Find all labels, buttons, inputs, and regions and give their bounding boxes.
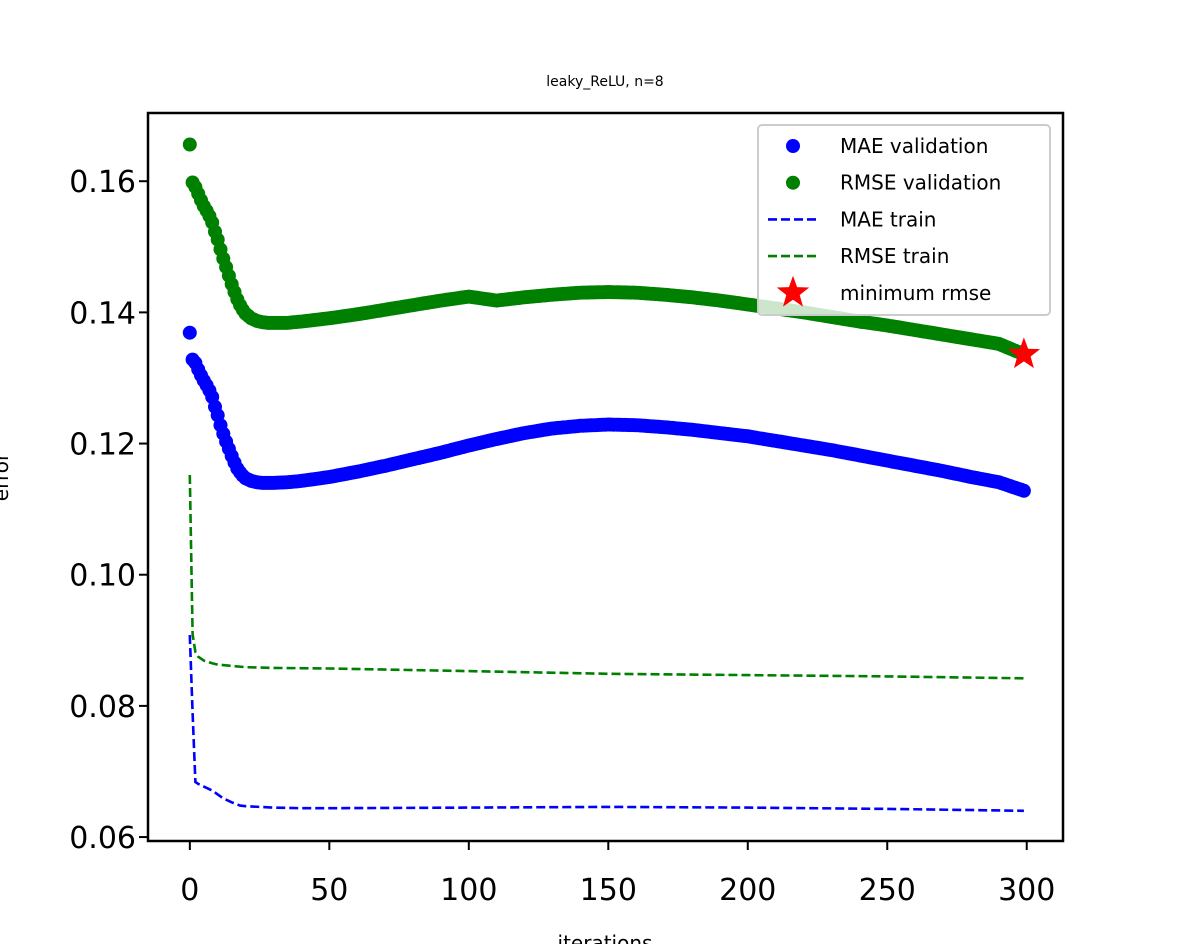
series-rmse-train <box>188 474 1024 680</box>
series-layer <box>182 137 1041 813</box>
y-tick-label: 0.14 <box>69 296 136 331</box>
y-tick-label: 0.08 <box>69 690 136 725</box>
y-tick-label: 0.12 <box>69 428 136 463</box>
plot-frame <box>146 111 1065 843</box>
x-tick-label: 300 <box>998 873 1055 908</box>
x-tick-label: 250 <box>859 873 916 908</box>
series-rmse-validation <box>182 137 1031 362</box>
series-line <box>188 474 1024 680</box>
legend-star <box>776 275 810 307</box>
data-point <box>1016 483 1031 498</box>
x-axis-label: iterations <box>558 931 653 944</box>
y-tick-label: 0.06 <box>69 821 136 856</box>
legend-label: MAE validation <box>840 134 988 158</box>
series-mae-validation <box>182 325 1031 498</box>
x-tick-label: 100 <box>440 873 497 908</box>
legend-label: RMSE train <box>840 244 949 268</box>
minimum-marker <box>1007 337 1041 369</box>
ticks-layer: 0 50 100 150 200 250 300 0.06 0.08 0.10 0.12 0.14 0.… <box>69 165 1055 908</box>
x-tick-label: 200 <box>719 873 776 908</box>
series-line <box>188 635 1024 813</box>
series-mae-train <box>188 635 1024 813</box>
legend-label: RMSE validation <box>840 171 1001 195</box>
legend-box <box>757 124 1051 316</box>
y-tick-label: 0.16 <box>69 165 136 200</box>
y-tick-label: 0.10 <box>69 559 136 594</box>
legend-marker <box>786 139 800 153</box>
legend-label: minimum rmse <box>840 281 991 305</box>
x-tick-label: 150 <box>580 873 637 908</box>
legend: MAE validation RMSE validation MAE train RM… <box>757 124 1051 316</box>
data-point <box>182 325 197 340</box>
x-tick-label: 0 <box>180 873 199 908</box>
legend-label: MAE train <box>840 207 936 231</box>
series-minimum-rmse <box>1007 337 1041 369</box>
x-tick-label: 50 <box>310 873 348 908</box>
data-point <box>182 137 197 152</box>
legend-items: MAE validation RMSE validation MAE train RM… <box>768 134 1001 307</box>
legend-marker <box>786 175 800 190</box>
chart-title: leaky_ReLU, n=8 <box>546 74 663 90</box>
y-axis-label: error <box>0 452 13 501</box>
